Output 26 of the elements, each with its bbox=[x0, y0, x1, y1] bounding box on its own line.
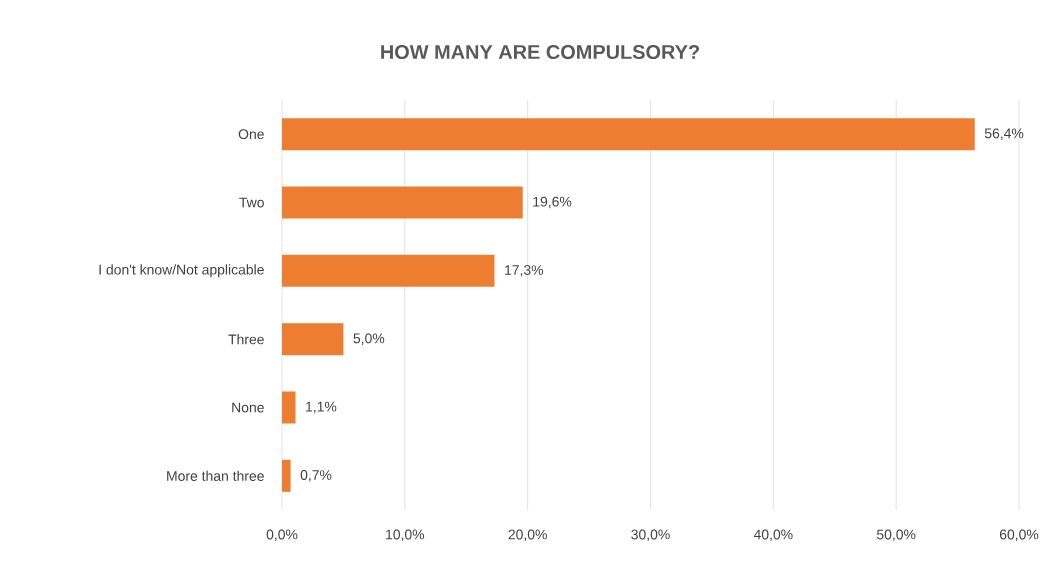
x-tick-label: 10,0% bbox=[386, 529, 425, 542]
bar bbox=[282, 323, 344, 356]
x-tick-label: 60,0% bbox=[999, 529, 1039, 542]
y-tick-label: I don't know/Not applicable bbox=[99, 264, 264, 278]
data-label: 1,1% bbox=[306, 401, 337, 414]
chart-title: HOW MANY ARE COMPULSORY? bbox=[381, 44, 699, 60]
y-tick-label: More than three bbox=[167, 470, 264, 481]
data-label: 19,6% bbox=[533, 196, 572, 209]
data-label: 56,4% bbox=[984, 128, 1024, 140]
y-tick-label: Three bbox=[228, 334, 264, 345]
data-label: 0,7% bbox=[300, 470, 332, 482]
bar bbox=[282, 459, 291, 492]
data-label: 17,3% bbox=[505, 265, 544, 277]
y-tick-label: One bbox=[238, 129, 264, 140]
data-label: 5,0% bbox=[353, 333, 385, 345]
x-tick-label: 40,0% bbox=[753, 529, 793, 542]
bar bbox=[282, 254, 495, 287]
y-tick-label: Two bbox=[239, 197, 264, 208]
x-tick-label: 50,0% bbox=[876, 529, 916, 542]
x-tick-label: 30,0% bbox=[631, 529, 670, 542]
y-tick-label: None bbox=[232, 402, 264, 413]
x-tick-label: 0,0% bbox=[266, 529, 298, 542]
bar bbox=[282, 391, 296, 424]
bar bbox=[282, 118, 975, 151]
x-tick-label: 20,0% bbox=[508, 529, 547, 542]
bar bbox=[282, 186, 523, 219]
